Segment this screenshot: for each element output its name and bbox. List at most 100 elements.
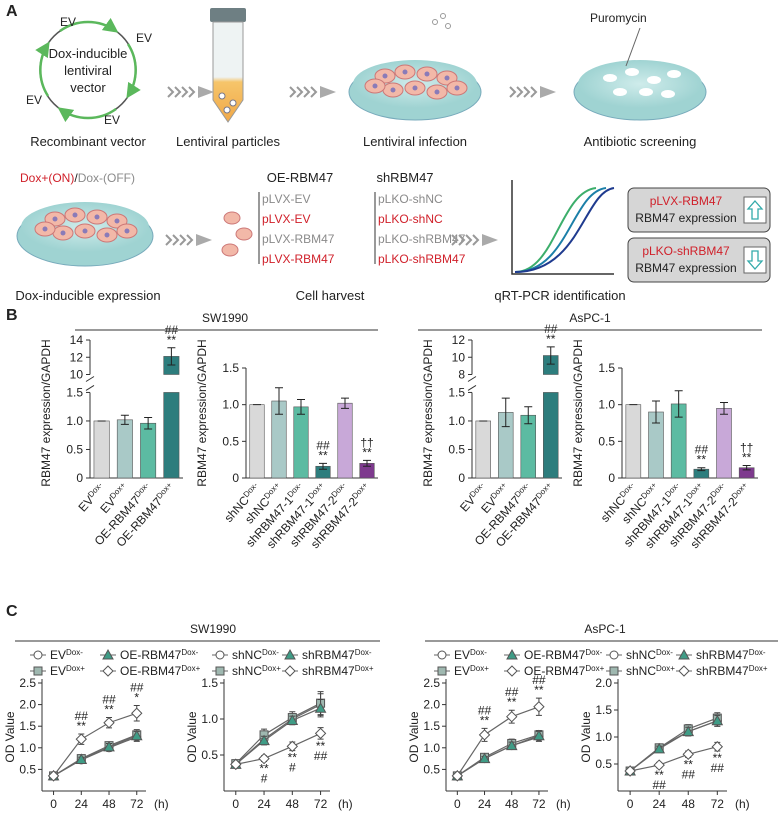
marker — [451, 770, 464, 782]
chevron — [310, 86, 318, 98]
chevron — [530, 86, 538, 98]
dish-inner — [578, 60, 702, 108]
legend-label: shNCDox- — [626, 648, 673, 662]
significance: # — [289, 761, 296, 775]
bar — [475, 420, 491, 479]
box — [627, 187, 771, 233]
legend-label-text: shNC — [626, 648, 656, 662]
arrow-box — [743, 196, 767, 224]
y-tick-label: 1.0 — [448, 414, 465, 428]
y-tick-label: 0.5 — [66, 442, 83, 456]
legend-label: OE-RBM47Dox- — [120, 648, 199, 662]
y-tick-label: 1.0 — [66, 414, 83, 428]
x-tick-label: 24 — [652, 797, 666, 811]
marker — [314, 727, 327, 740]
plasmid: pLVX-EV — [262, 192, 310, 206]
significance: ## — [130, 680, 144, 694]
legend-label-sup: Dox+ — [470, 664, 489, 673]
plasmid: pLKO-shRBM47 — [378, 252, 466, 266]
group-title: shRBM47 — [376, 170, 433, 185]
dox-sep: / — [74, 171, 78, 185]
significance: ** — [316, 739, 326, 753]
x-tick-label: 24 — [75, 797, 89, 811]
significance: ** — [534, 683, 544, 697]
qpcr-axes — [511, 180, 614, 275]
x-tick-label-sup: Dox+ — [534, 480, 554, 500]
tube-cap — [210, 8, 246, 22]
marker — [230, 758, 242, 771]
legend-label-text: OE-RBM47 — [120, 648, 182, 662]
legend-label-sup: Dox+ — [656, 664, 675, 673]
significance: # — [261, 771, 268, 785]
y-tick-label: 8 — [458, 368, 465, 382]
x-tick-label-sup: Dox+ — [639, 480, 659, 500]
vector-arrow — [35, 41, 50, 97]
plasmid: pLVX-RBM47 — [262, 252, 335, 266]
y-tick-label: 2.0 — [19, 698, 36, 712]
x-tick-label-sup: Dox+ — [489, 480, 509, 500]
significance: ## — [478, 703, 492, 717]
legend-label: shNCDox+ — [626, 664, 675, 678]
x-axis-label: (h) — [338, 797, 353, 811]
x-tick-label-sup: Dox- — [513, 480, 531, 499]
significance: ## — [652, 778, 666, 792]
marker — [286, 740, 299, 753]
cleared-spot — [639, 88, 653, 96]
marker — [284, 648, 296, 660]
group-title: SW1990 — [190, 622, 236, 636]
y-tick-label: 10 — [70, 368, 84, 382]
significance: ## — [695, 443, 709, 457]
ev-label: EV — [104, 113, 120, 127]
panel-label: B — [6, 307, 18, 324]
chevron — [188, 86, 196, 98]
legend-label-sup: Dox+ — [355, 664, 374, 673]
marker — [533, 701, 545, 713]
group-title: SW1990 — [202, 311, 248, 325]
y-axis-label: RBM47 expression/GAPDH — [39, 339, 53, 486]
error-bar — [144, 417, 153, 430]
significance: ** — [77, 719, 87, 733]
cleared-spot — [661, 90, 675, 98]
marker — [33, 650, 43, 660]
x-tick-label: 48 — [682, 797, 696, 811]
construct: pLVX-RBM47 — [650, 194, 723, 208]
ev-label: EV — [136, 31, 152, 45]
vector-text: lentiviral — [64, 63, 112, 78]
nucleus — [104, 232, 110, 238]
marker — [478, 752, 491, 764]
plasmid: pLKO-shRBM47 — [378, 232, 466, 246]
cleared-spot — [667, 70, 681, 78]
significance: * — [134, 690, 139, 704]
legend-label: shRBM47Dox- — [696, 648, 766, 662]
x-tick-label-sup: Dox+ — [730, 480, 750, 500]
x-tick-label-sup: Dox+ — [108, 480, 128, 500]
step-caption: Cell harvest — [296, 288, 365, 303]
series-line — [629, 720, 718, 772]
marker — [437, 666, 447, 676]
ev-label: EV — [26, 93, 42, 107]
legend-label-sup: Dox- — [749, 648, 766, 657]
group-title: AsPC-1 — [569, 311, 611, 325]
error-bar — [297, 399, 305, 415]
x-tick-label: 72 — [711, 797, 725, 811]
series-line — [629, 746, 718, 772]
plasmid: pLVX-RBM47 — [262, 232, 335, 246]
chevron — [167, 86, 175, 98]
x-tick-label: 48 — [286, 797, 300, 811]
error-bar — [524, 406, 533, 425]
nucleus — [434, 89, 440, 95]
significance: ** — [697, 453, 707, 467]
construct: pLKO-shRBM47 — [642, 244, 730, 258]
x-tick-label: 48 — [505, 797, 519, 811]
nucleus — [52, 216, 58, 222]
cleared-spot — [647, 76, 661, 84]
y-tick-label: 1.5 — [201, 676, 218, 690]
chevron — [303, 86, 311, 98]
error-bar — [167, 347, 176, 366]
error-bar — [275, 387, 283, 415]
nucleus — [94, 214, 100, 220]
plasmid: pLKO-shNC — [378, 192, 443, 206]
y-tick-label: 0.5 — [448, 442, 465, 456]
y-tick-label: 1.5 — [66, 385, 83, 399]
bar — [116, 419, 133, 479]
